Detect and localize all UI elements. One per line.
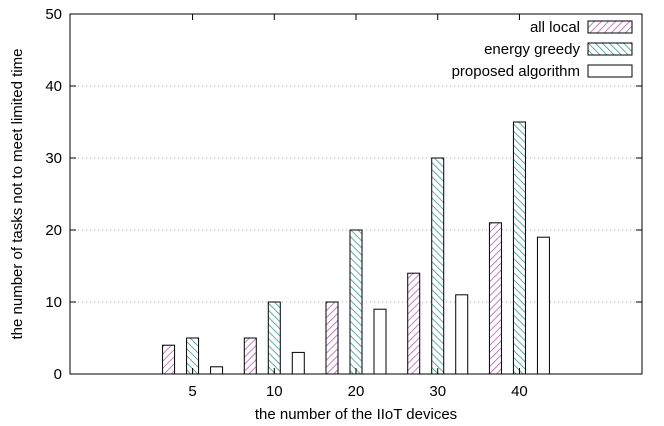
bar-all-local-5 <box>162 344 176 375</box>
bar-energy-greedy-40 <box>512 121 526 375</box>
bar-proposed-algorithm-20 <box>373 308 387 375</box>
bar-energy-greedy-30 <box>431 157 445 375</box>
bar-all-local-10 <box>243 337 257 375</box>
axes: 0 10 20 30 40 50 5 10 20 30 40 <box>45 6 643 400</box>
x-axis-label: the number of the IIoT devices <box>255 406 457 423</box>
x-tick-label: 10 <box>266 383 283 400</box>
legend-swatch <box>587 42 633 56</box>
bar-all-local-30 <box>407 272 421 375</box>
y-axis-label: the number of tasks not to meet limited … <box>9 49 26 340</box>
x-tick-label: 5 <box>188 383 196 400</box>
y-tick-label: 20 <box>45 222 62 239</box>
y-tick-label: 50 <box>45 6 62 23</box>
bar-all-local-20 <box>325 301 339 375</box>
bar-proposed-algorithm-30 <box>455 294 469 375</box>
x-tick-label: 40 <box>511 383 528 400</box>
bar-proposed-algorithm-10 <box>291 351 305 375</box>
y-tick-label: 40 <box>45 78 62 95</box>
legend-label: proposed algorithm <box>452 63 580 80</box>
bar-proposed-algorithm-40 <box>536 236 550 375</box>
bars <box>162 121 550 375</box>
y-tick-label: 0 <box>54 366 62 383</box>
bar-energy-greedy-20 <box>349 229 363 375</box>
legend-label: energy greedy <box>484 41 580 58</box>
legend-label: all local <box>530 19 580 36</box>
y-tick-label: 10 <box>45 294 62 311</box>
legend: all local energy greedy proposed algorithm <box>452 19 633 80</box>
legend-swatch <box>587 20 633 34</box>
bar-proposed-algorithm-5 <box>210 366 224 375</box>
bar-energy-greedy-10 <box>267 301 281 375</box>
x-tick-label: 30 <box>429 383 446 400</box>
bar-all-local-40 <box>488 222 502 375</box>
y-tick-label: 30 <box>45 150 62 167</box>
x-tick-label: 20 <box>348 383 365 400</box>
legend-swatch <box>587 64 633 78</box>
plot-frame <box>69 13 643 375</box>
